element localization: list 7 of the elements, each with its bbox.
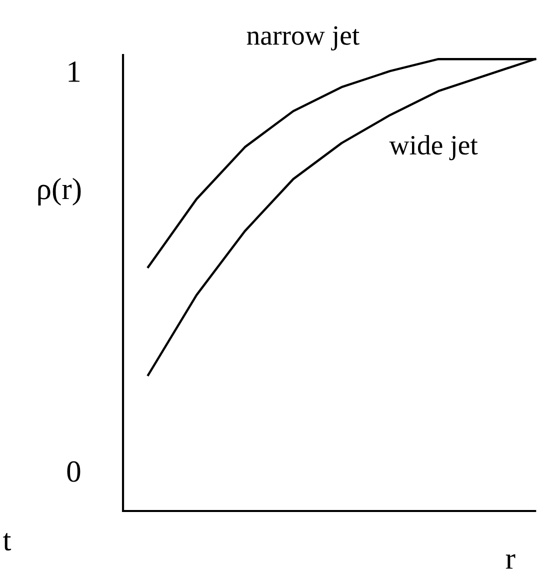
series-label: narrow jet xyxy=(246,26,360,51)
y-tick-label: 0 xyxy=(67,461,80,482)
series-label: wide jet xyxy=(389,135,478,160)
y-axis-title: ρ(r) xyxy=(38,178,81,206)
text: t xyxy=(3,533,12,551)
x-axis-title: r xyxy=(506,554,516,569)
y-tick-label: 1 xyxy=(68,62,80,82)
